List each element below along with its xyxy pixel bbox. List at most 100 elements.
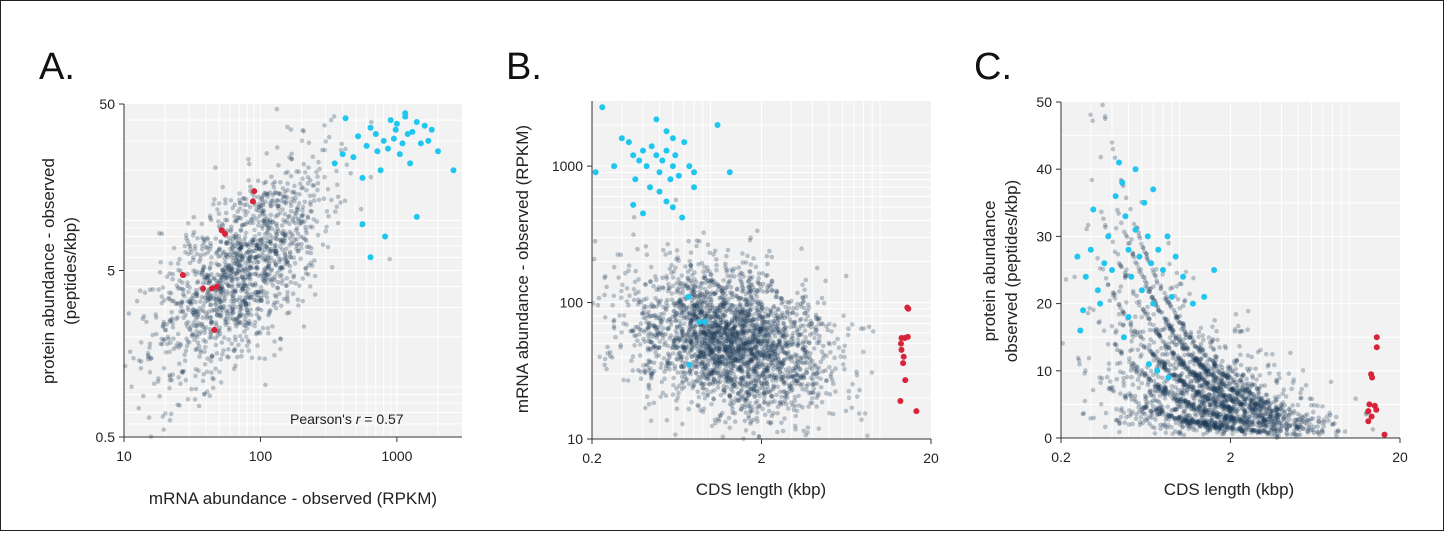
- background-point: [238, 206, 243, 211]
- background-point: [329, 118, 334, 123]
- background-point: [268, 233, 273, 238]
- background-point: [684, 356, 689, 361]
- background-point: [695, 303, 700, 308]
- background-point: [681, 290, 686, 295]
- background-point: [272, 353, 277, 358]
- background-point: [206, 250, 211, 255]
- cyan-point: [664, 199, 670, 205]
- background-point: [251, 221, 256, 226]
- background-point: [187, 340, 192, 345]
- background-point: [646, 348, 651, 353]
- background-point: [735, 287, 740, 292]
- background-point: [764, 274, 769, 279]
- background-point: [1064, 277, 1069, 282]
- background-point: [870, 370, 875, 375]
- background-point: [204, 311, 209, 316]
- background-point: [296, 297, 301, 302]
- background-point: [714, 257, 719, 262]
- background-point: [774, 393, 779, 398]
- background-point: [827, 365, 832, 370]
- background-point: [186, 308, 191, 313]
- background-point: [226, 347, 231, 352]
- background-point: [243, 213, 248, 218]
- background-point: [211, 386, 216, 391]
- background-point: [333, 209, 338, 214]
- background-point: [739, 317, 744, 322]
- background-point: [764, 353, 769, 358]
- background-point: [266, 226, 271, 231]
- background-point: [170, 277, 175, 282]
- background-point: [127, 311, 132, 316]
- background-point: [289, 280, 294, 285]
- background-point: [239, 228, 244, 233]
- background-point: [243, 320, 248, 325]
- background-point: [183, 358, 188, 363]
- background-point: [793, 414, 798, 419]
- background-point: [710, 326, 715, 331]
- cyan-point: [381, 138, 387, 144]
- background-point: [1238, 353, 1243, 358]
- red-point: [897, 398, 903, 404]
- background-point: [689, 263, 694, 268]
- background-point: [345, 163, 350, 168]
- background-point: [663, 332, 668, 337]
- red-point: [905, 334, 911, 340]
- background-point: [1134, 412, 1139, 417]
- background-point: [238, 295, 243, 300]
- cyan-point: [632, 176, 638, 182]
- background-point: [725, 369, 730, 374]
- background-point: [265, 300, 270, 305]
- background-point: [1097, 375, 1102, 380]
- background-point: [192, 215, 197, 220]
- background-point: [642, 340, 647, 345]
- cyan-point: [636, 158, 642, 164]
- background-point: [602, 363, 607, 368]
- background-point: [686, 239, 691, 244]
- background-point: [243, 261, 248, 266]
- background-point: [755, 351, 760, 356]
- background-point: [316, 233, 321, 238]
- background-point: [680, 273, 685, 278]
- background-point: [201, 379, 206, 384]
- background-point: [171, 372, 176, 377]
- background-point: [620, 283, 625, 288]
- background-point: [710, 424, 715, 429]
- background-point: [802, 306, 807, 311]
- background-point: [744, 428, 749, 433]
- background-point: [209, 370, 214, 375]
- background-point: [776, 327, 781, 332]
- background-point: [692, 292, 697, 297]
- background-point: [209, 218, 214, 223]
- background-point: [148, 287, 153, 292]
- background-point: [632, 287, 637, 292]
- background-point: [208, 297, 213, 302]
- background-point: [666, 327, 671, 332]
- background-point: [778, 370, 783, 375]
- cyan-point: [657, 169, 663, 175]
- background-point: [280, 223, 285, 228]
- background-point: [596, 303, 601, 308]
- background-point: [690, 354, 695, 359]
- background-point: [308, 194, 313, 199]
- background-point: [260, 298, 265, 303]
- background-point: [750, 352, 755, 357]
- cyan-point: [373, 131, 379, 137]
- background-point: [694, 364, 699, 369]
- background-point: [837, 345, 842, 350]
- background-point: [832, 323, 837, 328]
- background-point: [737, 323, 742, 328]
- background-point: [359, 207, 364, 212]
- background-point: [688, 368, 693, 373]
- background-point: [284, 233, 289, 238]
- background-point: [219, 311, 224, 316]
- background-point: [644, 362, 649, 367]
- background-point: [810, 383, 815, 388]
- background-point: [712, 377, 717, 382]
- background-point: [221, 268, 226, 273]
- background-point: [674, 398, 679, 403]
- background-point: [287, 222, 292, 227]
- cyan-point: [619, 135, 625, 141]
- x-tick-label: 100: [249, 448, 273, 464]
- background-point: [642, 330, 647, 335]
- cyan-point: [715, 122, 721, 128]
